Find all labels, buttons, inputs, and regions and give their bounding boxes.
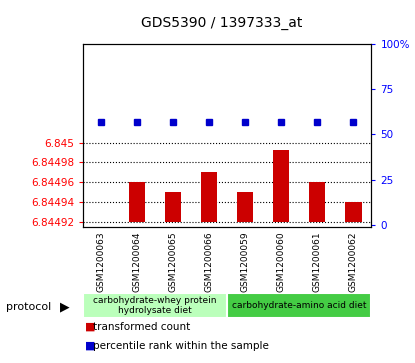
Text: carbohydrate-whey protein
hydrolysate diet: carbohydrate-whey protein hydrolysate di… (93, 295, 217, 315)
Text: GSM1200065: GSM1200065 (168, 232, 178, 293)
Text: percentile rank within the sample: percentile rank within the sample (93, 340, 269, 351)
Bar (83, 293, 227, 318)
Bar (237, 192, 253, 222)
Text: transformed count: transformed count (93, 322, 190, 332)
Text: protocol: protocol (6, 302, 51, 312)
Text: ■: ■ (85, 340, 95, 351)
Text: carbohydrate-amino acid diet: carbohydrate-amino acid diet (232, 301, 366, 310)
Bar (129, 182, 145, 222)
Text: GSM1200062: GSM1200062 (349, 232, 358, 292)
Bar (273, 150, 289, 222)
Bar (227, 293, 371, 318)
Text: GDS5390 / 1397333_at: GDS5390 / 1397333_at (142, 16, 303, 30)
Bar (309, 182, 325, 222)
Text: ■: ■ (85, 322, 95, 332)
Text: GSM1200059: GSM1200059 (241, 232, 250, 293)
Text: GSM1200061: GSM1200061 (313, 232, 322, 293)
Bar (201, 172, 217, 222)
Text: GSM1200063: GSM1200063 (97, 232, 105, 293)
Bar (345, 202, 361, 222)
Text: GSM1200064: GSM1200064 (132, 232, 142, 292)
Bar (165, 192, 181, 222)
Text: GSM1200066: GSM1200066 (205, 232, 214, 293)
Text: ▶: ▶ (59, 300, 69, 313)
Text: GSM1200060: GSM1200060 (277, 232, 286, 293)
